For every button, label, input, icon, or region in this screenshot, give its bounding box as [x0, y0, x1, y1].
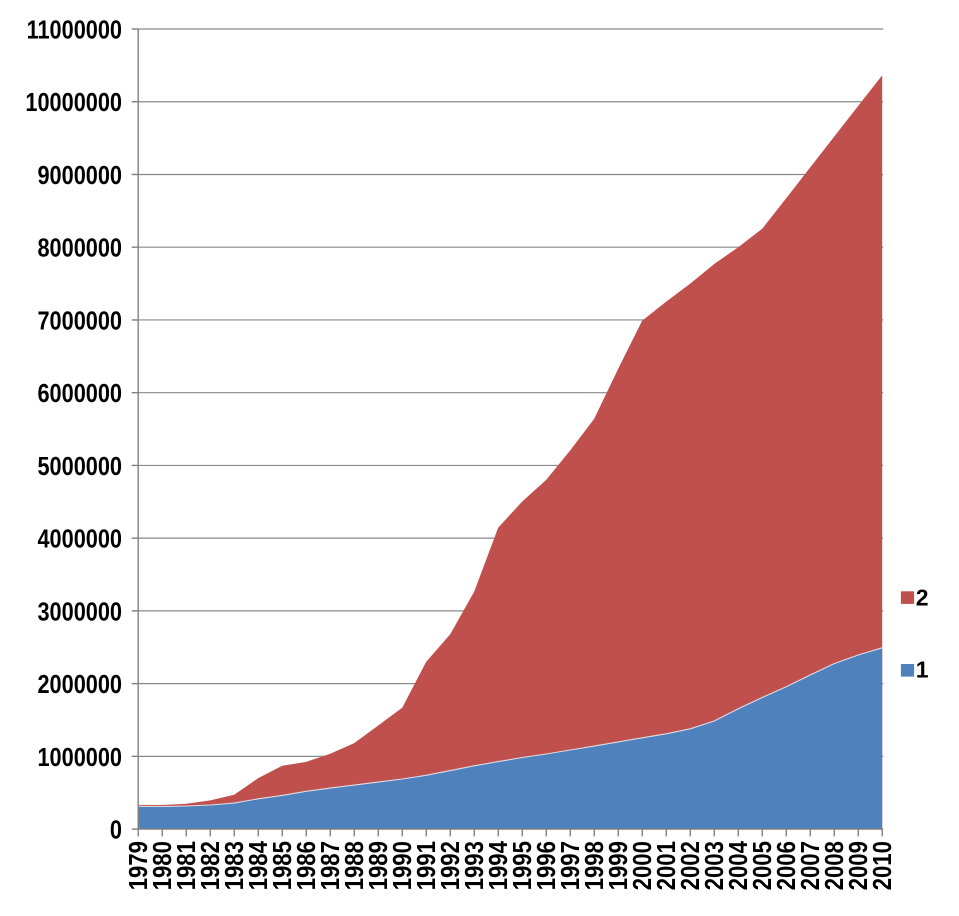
svg-text:1993: 1993 [461, 841, 490, 890]
svg-text:7000000: 7000000 [37, 308, 122, 336]
svg-text:1983: 1983 [221, 841, 250, 890]
svg-text:2000: 2000 [629, 841, 658, 890]
svg-text:5000000: 5000000 [37, 453, 122, 481]
svg-text:1979: 1979 [125, 841, 154, 890]
svg-text:1994: 1994 [485, 840, 514, 890]
svg-text:2010: 2010 [869, 841, 898, 890]
svg-text:1: 1 [916, 657, 929, 683]
svg-text:2000000: 2000000 [37, 672, 122, 700]
svg-text:1998: 1998 [581, 841, 610, 890]
svg-text:2002: 2002 [677, 841, 706, 890]
svg-text:1980: 1980 [149, 841, 178, 890]
svg-text:9000000: 9000000 [37, 162, 122, 190]
svg-text:1984: 1984 [245, 840, 274, 890]
svg-text:2003: 2003 [701, 841, 730, 890]
svg-text:1991: 1991 [413, 841, 442, 890]
svg-text:8000000: 8000000 [37, 235, 122, 263]
svg-text:2: 2 [916, 585, 929, 611]
svg-text:1988: 1988 [341, 841, 370, 890]
svg-text:2005: 2005 [749, 841, 778, 890]
svg-text:6000000: 6000000 [37, 381, 122, 409]
svg-text:2009: 2009 [845, 841, 874, 890]
svg-text:4000000: 4000000 [37, 526, 122, 554]
svg-text:10000000: 10000000 [25, 90, 122, 118]
svg-text:1987: 1987 [317, 841, 346, 890]
svg-text:2006: 2006 [773, 841, 802, 890]
svg-text:1000000: 1000000 [37, 744, 122, 772]
svg-text:2001: 2001 [653, 841, 682, 890]
svg-text:2004: 2004 [725, 840, 754, 890]
svg-text:1981: 1981 [173, 841, 202, 890]
svg-text:1996: 1996 [533, 841, 562, 890]
svg-text:1995: 1995 [509, 841, 538, 890]
svg-text:1989: 1989 [365, 841, 394, 890]
svg-text:11000000: 11000000 [27, 17, 122, 45]
svg-text:1997: 1997 [557, 841, 586, 890]
svg-text:3000000: 3000000 [37, 599, 122, 627]
svg-text:1985: 1985 [269, 841, 298, 890]
svg-text:0: 0 [110, 817, 122, 845]
svg-text:1990: 1990 [389, 841, 418, 890]
svg-text:2008: 2008 [821, 841, 850, 890]
svg-text:1992: 1992 [437, 841, 466, 890]
svg-text:1986: 1986 [293, 841, 322, 890]
svg-text:2007: 2007 [797, 841, 826, 890]
svg-text:1999: 1999 [605, 841, 634, 890]
svg-text:1982: 1982 [197, 841, 226, 890]
